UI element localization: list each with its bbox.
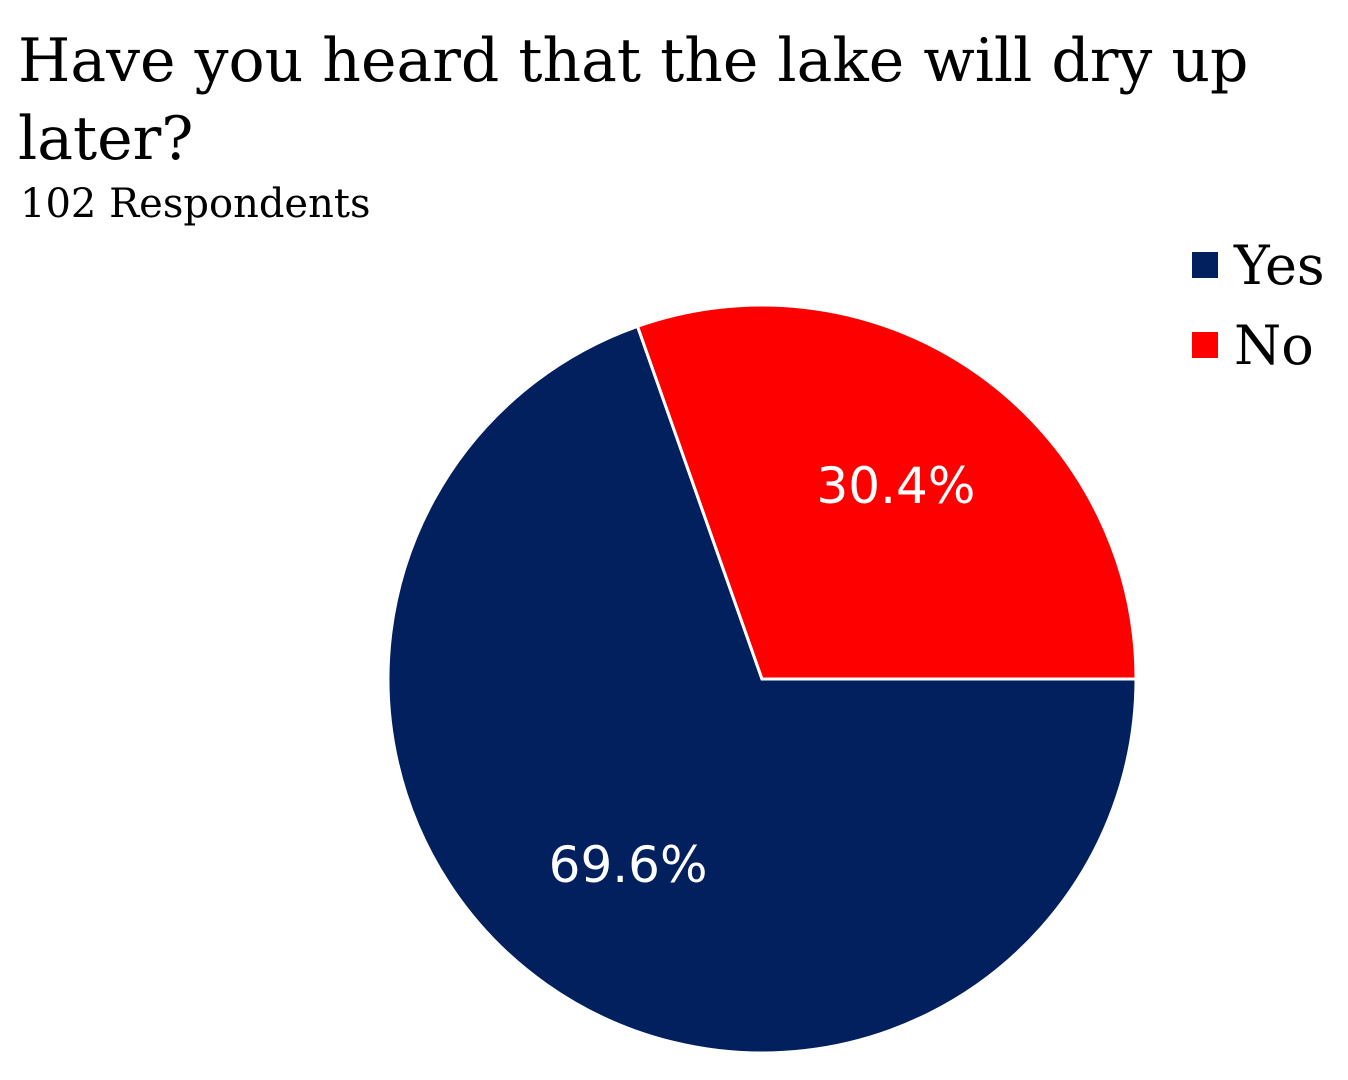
- chart-subtitle: 102 Respondents: [20, 181, 371, 227]
- legend-item-yes: Yes: [1192, 225, 1325, 305]
- pie-slice-yes: [386, 324, 1138, 1055]
- pie-slice-labels: 69.6% 30.4%: [549, 457, 976, 894]
- slice-label-no: 30.4%: [817, 457, 976, 515]
- chart-title: Have you heard that the lake will dry up…: [18, 26, 1249, 174]
- legend-swatch-yes: [1192, 252, 1218, 278]
- pie-slices: [386, 303, 1138, 1055]
- legend-label-no: No: [1234, 313, 1314, 377]
- legend-swatch-no: [1192, 332, 1218, 358]
- pie-slice-no: [635, 303, 1138, 681]
- slice-label-yes: 69.6%: [549, 836, 708, 894]
- legend-label-yes: Yes: [1234, 233, 1325, 297]
- legend: Yes No: [1192, 225, 1325, 385]
- legend-item-no: No: [1192, 305, 1325, 385]
